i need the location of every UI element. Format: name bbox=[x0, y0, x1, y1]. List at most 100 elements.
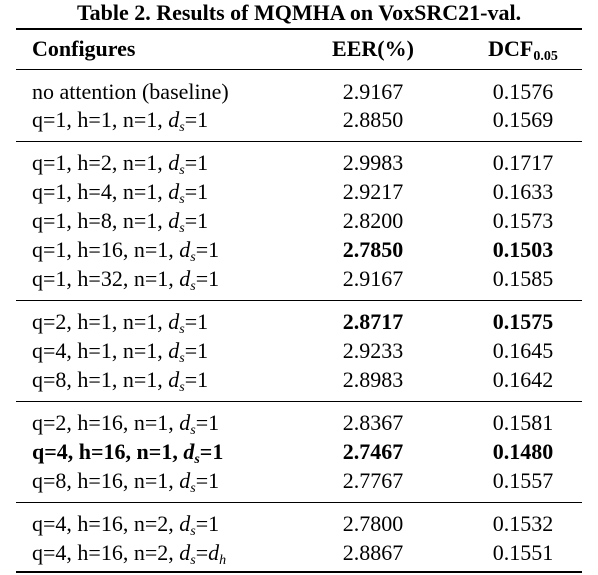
eer-cell-best: 2.8717 bbox=[342, 309, 404, 334]
ds-value: 1 bbox=[197, 309, 209, 334]
config-cell: q=1, h=32, n=1, ds=1 bbox=[32, 266, 220, 294]
header-eer: EER(%) bbox=[332, 36, 414, 61]
ds-value: 1 bbox=[208, 237, 220, 262]
eer-cell-best: 2.7850 bbox=[342, 237, 404, 262]
ds-value: 1 bbox=[197, 208, 209, 233]
header-dcf-subscript: 0.05 bbox=[533, 49, 558, 64]
dcf-cell: 0.1576 bbox=[492, 79, 554, 104]
dcf-cell: 0.1573 bbox=[492, 208, 554, 233]
ds-value: 1 bbox=[197, 107, 209, 132]
ds-symbol: ds bbox=[179, 511, 196, 539]
eer-cell-best: 2.7467 bbox=[342, 439, 404, 464]
ds-symbol: ds bbox=[168, 179, 185, 207]
top-rule bbox=[16, 28, 582, 30]
config-label: q=1, h=16, n=1, bbox=[32, 237, 180, 262]
dcf-cell: 0.1633 bbox=[492, 179, 554, 204]
ds-value: 1 bbox=[197, 179, 209, 204]
eer-cell: 2.7800 bbox=[342, 511, 404, 536]
ds-symbol: ds bbox=[179, 468, 196, 496]
table-row: q=1, h=8, n=1, ds=1 2.8200 0.1573 bbox=[0, 206, 598, 236]
config-label: q=4, h=16, n=2, bbox=[32, 511, 180, 536]
table-caption: Table 2. Results of MQMHA on VoxSRC21-va… bbox=[76, 0, 522, 25]
config-label: q=2, h=16, n=1, bbox=[32, 410, 180, 435]
eer-cell: 2.7767 bbox=[342, 468, 404, 493]
config-label: q=1, h=32, n=1, bbox=[32, 266, 180, 291]
header-row: Configures EER(%) DCF0.05 bbox=[0, 34, 598, 64]
ds-value: 1 bbox=[197, 150, 209, 175]
dcf-cell: 0.1551 bbox=[492, 540, 554, 565]
ds-value: 1 bbox=[212, 439, 224, 464]
eer-cell: 2.9233 bbox=[342, 338, 404, 363]
header-rule bbox=[16, 69, 582, 70]
config-cell: q=4, h=16, n=2, ds=dh bbox=[32, 540, 227, 568]
eer-cell: 2.8850 bbox=[342, 107, 404, 132]
group-rule bbox=[16, 300, 582, 301]
config-label: q=4, h=16, n=2, bbox=[32, 540, 180, 565]
table-row: q=2, h=16, n=1, ds=1 2.8367 0.1581 bbox=[0, 408, 598, 438]
config-cell: q=1, h=8, n=1, ds=1 bbox=[32, 208, 209, 236]
ds-symbol: ds bbox=[168, 107, 185, 135]
table-row: q=1, h=1, n=1, ds=1 2.8850 0.1569 bbox=[0, 105, 598, 135]
config-cell: q=1, h=1, n=1, ds=1 bbox=[32, 107, 209, 135]
ds-symbol: ds bbox=[183, 439, 200, 467]
dcf-cell: 0.1569 bbox=[492, 107, 554, 132]
ds-value: 1 bbox=[197, 338, 209, 363]
dcf-cell: 0.1717 bbox=[492, 150, 554, 175]
ds-symbol: ds bbox=[179, 540, 196, 568]
table-row: q=1, h=32, n=1, ds=1 2.9167 0.1585 bbox=[0, 264, 598, 294]
table-row: q=4, h=16, n=2, ds=1 2.7800 0.1532 bbox=[0, 509, 598, 539]
header-configures: Configures bbox=[32, 36, 136, 61]
config-label: q=1, h=2, n=1, bbox=[32, 150, 169, 175]
config-label: q=4, h=16, n=1, bbox=[32, 439, 184, 464]
ds-value: 1 bbox=[208, 468, 220, 493]
config-label: q=1, h=8, n=1, bbox=[32, 208, 169, 233]
dcf-cell: 0.1645 bbox=[492, 338, 554, 363]
config-label: q=1, h=1, n=1, bbox=[32, 107, 169, 132]
config-cell: q=1, h=2, n=1, ds=1 bbox=[32, 150, 209, 178]
table-row: q=4, h=16, n=2, ds=dh 2.8867 0.1551 bbox=[0, 538, 598, 568]
group-rule bbox=[16, 141, 582, 142]
ds-value-dh: dh bbox=[208, 540, 227, 568]
config-cell: q=2, h=1, n=1, ds=1 bbox=[32, 309, 209, 337]
ds-symbol: ds bbox=[168, 208, 185, 236]
table-row: q=1, h=4, n=1, ds=1 2.9217 0.1633 bbox=[0, 177, 598, 207]
ds-value: 1 bbox=[208, 410, 220, 435]
ds-symbol: ds bbox=[168, 309, 185, 337]
config-cell: no attention (baseline) bbox=[32, 79, 229, 104]
config-cell: q=1, h=4, n=1, ds=1 bbox=[32, 179, 209, 207]
ds-value: 1 bbox=[208, 511, 220, 536]
dcf-cell: 0.1585 bbox=[492, 266, 554, 291]
config-label: q=1, h=4, n=1, bbox=[32, 179, 169, 204]
group-rule bbox=[16, 502, 582, 503]
ds-symbol: ds bbox=[179, 237, 196, 265]
bottom-rule bbox=[16, 571, 582, 573]
dcf-cell: 0.1557 bbox=[492, 468, 554, 493]
config-label: q=8, h=1, n=1, bbox=[32, 367, 169, 392]
config-cell: q=4, h=16, n=1, ds=1 bbox=[32, 439, 224, 467]
config-cell: q=1, h=16, n=1, ds=1 bbox=[32, 237, 220, 265]
table-row: q=1, h=2, n=1, ds=1 2.9983 0.1717 bbox=[0, 148, 598, 178]
eer-cell: 2.8983 bbox=[342, 367, 404, 392]
ds-symbol: ds bbox=[168, 338, 185, 366]
config-cell: q=8, h=16, n=1, ds=1 bbox=[32, 468, 220, 496]
ds-symbol: ds bbox=[168, 150, 185, 178]
dcf-cell: 0.1642 bbox=[492, 367, 554, 392]
config-cell: q=4, h=1, n=1, ds=1 bbox=[32, 338, 209, 366]
eer-cell: 2.8200 bbox=[342, 208, 404, 233]
table-row: q=1, h=16, n=1, ds=1 2.7850 0.1503 bbox=[0, 235, 598, 265]
dcf-cell: 0.1532 bbox=[492, 511, 554, 536]
ds-value: 1 bbox=[208, 266, 220, 291]
ds-symbol: ds bbox=[179, 410, 196, 438]
ds-value: 1 bbox=[197, 367, 209, 392]
eer-cell: 2.9217 bbox=[342, 179, 404, 204]
eer-cell: 2.9983 bbox=[342, 150, 404, 175]
table-row: q=8, h=16, n=1, ds=1 2.7767 0.1557 bbox=[0, 466, 598, 496]
dcf-cell-best: 0.1575 bbox=[492, 309, 554, 334]
ds-symbol: ds bbox=[168, 367, 185, 395]
header-dcf-label: DCF bbox=[488, 36, 534, 61]
table-row-best: q=4, h=16, n=1, ds=1 2.7467 0.1480 bbox=[0, 437, 598, 467]
dcf-cell: 0.1581 bbox=[492, 410, 554, 435]
eer-cell: 2.9167 bbox=[342, 266, 404, 291]
table-row: no attention (baseline) 2.9167 0.1576 bbox=[0, 77, 598, 106]
